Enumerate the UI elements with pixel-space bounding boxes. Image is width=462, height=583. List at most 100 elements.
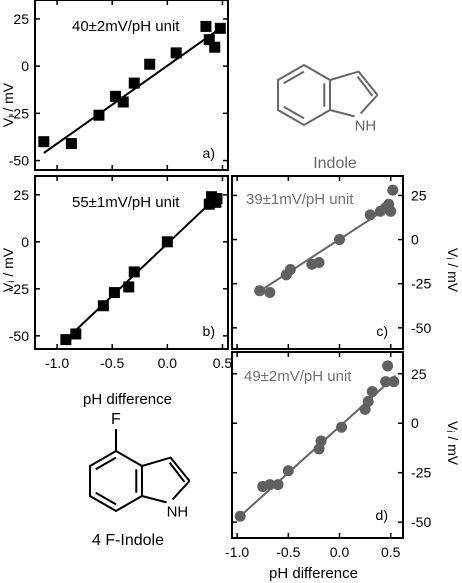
data-point	[205, 191, 217, 203]
y-axis-label: Vᵢ / mV	[0, 247, 16, 292]
x-tick-label: 0.0	[330, 544, 350, 560]
x-tick-label: -1.0	[45, 355, 69, 371]
molecule-name: 4 F-Indole	[92, 532, 164, 549]
panel-label: c)	[376, 323, 388, 339]
data-point	[388, 376, 400, 388]
x-tick-label: -0.5	[276, 544, 300, 560]
chart-panel-d: 25 0 -25 -50 -1.0 -0.5 0.0 0.5 Vᵢ / mV pH differe…	[225, 351, 461, 582]
data-point	[364, 209, 376, 221]
pyrrole-bond	[141, 495, 167, 504]
pyrrole-bond	[329, 109, 355, 118]
data-point	[334, 234, 346, 246]
data-point	[203, 198, 215, 210]
data-point	[170, 47, 182, 59]
data-point	[254, 285, 266, 297]
data-point	[282, 465, 294, 477]
y-tick-label: -50	[411, 514, 431, 530]
data-point	[65, 138, 77, 150]
fit-line	[43, 27, 221, 154]
data-point	[214, 22, 226, 34]
y-tick-label: -25	[411, 465, 431, 481]
plot-frame	[231, 351, 404, 539]
data-point	[362, 395, 374, 407]
y-tick-label: 25	[411, 366, 427, 382]
data-point	[70, 328, 82, 340]
data-point	[110, 90, 122, 102]
pyrrole-bond	[171, 480, 191, 501]
x-tick-label: -1.0	[225, 544, 249, 560]
double-bond	[283, 70, 305, 85]
y-tick-label: 25	[13, 187, 29, 203]
data-point	[144, 58, 156, 70]
double-bond	[283, 105, 305, 120]
data-point	[97, 300, 109, 312]
data-point	[128, 77, 140, 89]
fit-line	[257, 205, 392, 294]
data-point	[385, 205, 397, 217]
y-axis-label: Vᵢ / mV	[0, 82, 16, 127]
y-tick-label: 0	[21, 234, 29, 250]
data-point	[203, 34, 215, 46]
fluorine-atom-label: F	[111, 411, 121, 428]
benzene-ring	[277, 63, 331, 127]
data-point	[382, 360, 394, 372]
data-point	[336, 421, 348, 433]
y-tick-label: -25	[9, 281, 29, 297]
pyrrole-bond	[141, 456, 191, 482]
slope-annotation: 55±1mV/pH unit	[72, 194, 180, 211]
chart-panel-a: 25 0 -25 -50 Vᵢ / mV 40±2mV/pH unit a)	[0, 0, 229, 171]
data-point	[234, 510, 246, 522]
double-bond	[95, 456, 117, 471]
fit-line	[65, 195, 218, 341]
chart-panel-b: 25 0 -25 -50 -1.0 -0.5 0.0 0.5 Vᵢ / mV pH differe…	[0, 175, 233, 408]
y-tick-label: -50	[9, 328, 29, 344]
data-point	[313, 257, 325, 268]
slope-annotation: 49±2mV/pH unit	[244, 368, 352, 385]
data-point	[60, 334, 72, 346]
x-axis-label: pH difference	[83, 391, 172, 408]
x-tick-label: 0.5	[213, 355, 233, 371]
slope-annotation: 40±2mV/pH unit	[72, 18, 180, 35]
pyrrole-bond	[329, 70, 379, 96]
molecule-name: Indole	[313, 155, 357, 172]
benzene-ring	[89, 449, 143, 513]
data-point	[108, 287, 120, 299]
y-axis-label: Vᵢ / mV	[445, 421, 461, 466]
nh-atom-label: NH	[355, 117, 377, 134]
data-point	[211, 193, 223, 205]
plot-frame	[34, 0, 229, 171]
data-point	[264, 287, 276, 299]
data-point	[161, 236, 173, 248]
chart-panel-c: 25 0 -25 -50 Vᵢ / mV 39±1mV/pH unit c)	[231, 175, 461, 350]
panel-label: d)	[376, 507, 388, 523]
double-bond	[168, 461, 186, 483]
y-tick-label: 25	[411, 187, 427, 203]
y-tick-label: 25	[13, 11, 29, 27]
nh-atom-label: NH	[167, 503, 189, 520]
x-tick-label: 0.5	[381, 544, 401, 560]
double-bond	[356, 75, 374, 97]
y-tick-label: -25	[9, 105, 29, 121]
data-point	[380, 376, 392, 388]
panel-label: b)	[203, 323, 215, 339]
x-tick-label: -0.5	[100, 355, 124, 371]
panel-label: a)	[203, 145, 215, 161]
y-axis-label: Vᵢ / mV	[445, 248, 461, 293]
data-point	[315, 435, 327, 447]
y-tick-label: -25	[411, 276, 431, 292]
data-point	[200, 20, 212, 32]
double-bond	[95, 491, 117, 506]
slope-annotation: 39±1mV/pH unit	[246, 191, 354, 208]
y-tick-label: -50	[9, 153, 29, 169]
y-tick-label: 0	[411, 415, 419, 431]
data-point	[284, 264, 296, 276]
plot-frame	[231, 175, 404, 350]
data-point	[209, 41, 221, 53]
y-tick-label: 0	[21, 58, 29, 74]
data-point	[123, 281, 135, 293]
y-tick-label: -50	[411, 320, 431, 336]
plot-frame	[34, 175, 229, 350]
data-point	[264, 479, 276, 491]
molecule-indole: NH Indole	[277, 63, 379, 172]
